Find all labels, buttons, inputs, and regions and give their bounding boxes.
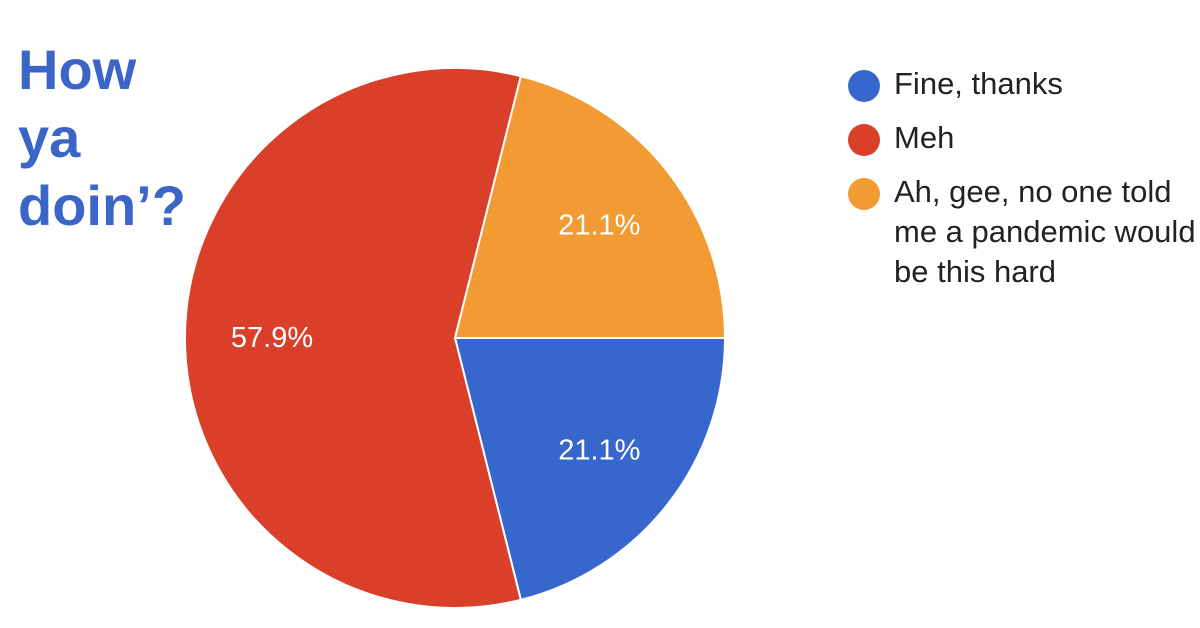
legend-item[interactable]: Meh <box>848 118 1198 158</box>
legend-item[interactable]: Fine, thanks <box>848 64 1198 104</box>
slice-value-label: 21.1% <box>558 209 640 241</box>
legend-item[interactable]: Ah, gee, no one told me a pandemic would… <box>848 172 1198 292</box>
legend-label: Meh <box>894 120 955 155</box>
legend-swatch <box>848 70 880 102</box>
legend-swatch <box>848 178 880 210</box>
pie-slice[interactable] <box>184 67 523 609</box>
pie-chart: 21.1% 57.9% 21.1% <box>184 67 727 609</box>
chart-title-line: How <box>18 38 137 101</box>
legend-label: Ah, gee, no one told me a pandemic would… <box>894 174 1196 289</box>
legend-label: Fine, thanks <box>894 66 1063 101</box>
chart-title-line: ya <box>18 106 81 169</box>
chart-title: How ya doin’? <box>18 36 218 240</box>
legend-swatch <box>848 124 880 156</box>
chart-title-line: doin’? <box>18 174 186 237</box>
slice-value-label: 57.9% <box>231 322 313 354</box>
slice-value-label: 21.1% <box>558 435 640 467</box>
chart-legend: Fine, thanks Meh Ah, gee, no one told me… <box>848 64 1198 306</box>
pie-slice[interactable] <box>453 337 727 602</box>
pie-slice[interactable] <box>453 74 727 339</box>
